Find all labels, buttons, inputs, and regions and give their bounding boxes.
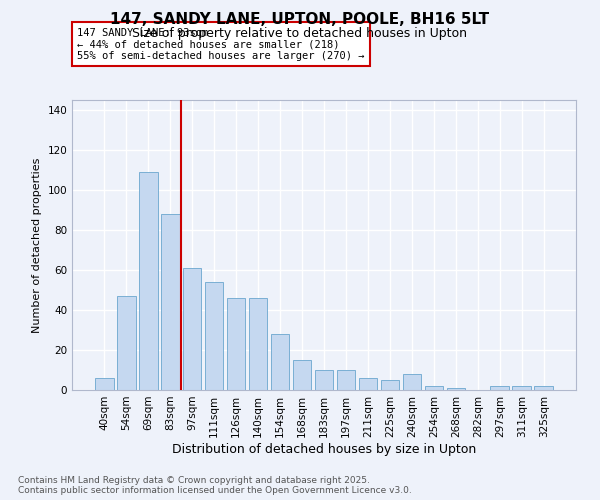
Bar (183, 268, 202, 390)
Bar (535, 386, 553, 390)
Bar (205, 282, 223, 390)
Bar (380, 380, 399, 390)
Bar (293, 360, 311, 390)
Bar (337, 370, 355, 390)
Text: 147, SANDY LANE, UPTON, POOLE, BH16 5LT: 147, SANDY LANE, UPTON, POOLE, BH16 5LT (110, 12, 490, 28)
Bar (490, 386, 509, 390)
Text: Size of property relative to detached houses in Upton: Size of property relative to detached ho… (133, 28, 467, 40)
Bar (161, 214, 179, 390)
Bar (249, 298, 268, 390)
Bar (425, 386, 443, 390)
Bar (139, 172, 158, 390)
Bar (117, 296, 136, 390)
Bar (227, 298, 245, 390)
Bar (512, 386, 531, 390)
Bar (314, 370, 334, 390)
X-axis label: Distribution of detached houses by size in Upton: Distribution of detached houses by size … (172, 442, 476, 456)
Bar (271, 334, 289, 390)
Bar (95, 378, 113, 390)
Bar (403, 374, 421, 390)
Text: Contains HM Land Registry data © Crown copyright and database right 2025.
Contai: Contains HM Land Registry data © Crown c… (18, 476, 412, 495)
Bar (359, 378, 377, 390)
Y-axis label: Number of detached properties: Number of detached properties (32, 158, 42, 332)
Text: 147 SANDY LANE: 93sqm
← 44% of detached houses are smaller (218)
55% of semi-det: 147 SANDY LANE: 93sqm ← 44% of detached … (77, 28, 365, 60)
Bar (446, 388, 465, 390)
